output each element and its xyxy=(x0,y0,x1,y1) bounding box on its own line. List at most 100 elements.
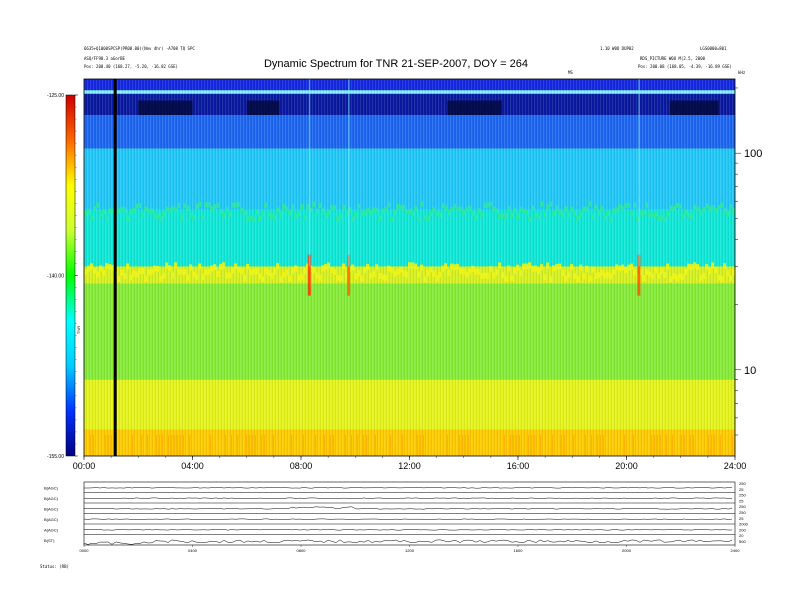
boundary-streak xyxy=(606,271,609,278)
header-right-line1b: LGS0000=801 xyxy=(700,46,727,51)
boundary-streak xyxy=(705,203,708,209)
low-freq-streak xyxy=(585,435,586,456)
boundary-streak xyxy=(708,267,711,274)
boundary-streak xyxy=(480,273,483,280)
boundary-streak xyxy=(171,205,174,211)
boundary-streak xyxy=(381,274,384,281)
boundary-streak xyxy=(240,268,243,275)
colorbar-tick-label-0: -125.00 xyxy=(47,93,64,99)
boundary-streak xyxy=(177,202,180,208)
boundary-streak xyxy=(453,203,456,209)
header-left-line1: 6635+Q1000SPCSP(PR08.00)(Nov 4hr) -A708 … xyxy=(84,46,195,51)
boundary-streak xyxy=(624,267,627,274)
boundary-streak xyxy=(729,204,732,210)
boundary-streak xyxy=(219,263,222,270)
boundary-streak xyxy=(306,204,309,210)
boundary-streak xyxy=(669,205,672,211)
low-freq-streak xyxy=(657,435,658,456)
boundary-streak xyxy=(723,208,726,214)
low-freq-streak xyxy=(711,435,712,456)
boundary-streak xyxy=(147,269,150,276)
boundary-streak xyxy=(570,206,573,212)
boundary-streak xyxy=(423,276,426,283)
lower-x-tick-label-0: 0000 xyxy=(80,548,90,553)
boundary-streak xyxy=(588,201,591,207)
boundary-streak xyxy=(255,268,258,275)
boundary-streak xyxy=(462,268,465,275)
low-freq-streak xyxy=(330,435,331,456)
boundary-streak xyxy=(690,214,693,220)
boundary-streak xyxy=(330,205,333,211)
boundary-streak xyxy=(378,272,381,279)
low-freq-streak xyxy=(237,435,238,456)
low-freq-streak xyxy=(162,435,163,456)
boundary-streak xyxy=(537,214,540,220)
boundary-streak xyxy=(399,205,402,211)
boundary-streak xyxy=(462,209,465,215)
boundary-streak xyxy=(147,208,150,214)
boundary-streak xyxy=(219,209,222,215)
low-freq-streak xyxy=(231,435,232,456)
boundary-streak xyxy=(399,266,402,273)
boundary-streak xyxy=(468,268,471,275)
boundary-streak xyxy=(108,263,111,270)
lower-right-tick-label-4: 250 xyxy=(739,504,746,509)
boundary-streak xyxy=(444,263,447,270)
boundary-streak xyxy=(321,207,324,213)
boundary-streak xyxy=(675,275,678,282)
boundary-streak xyxy=(309,207,312,213)
boundary-streak xyxy=(156,266,159,273)
low-freq-streak xyxy=(660,435,661,456)
low-freq-streak xyxy=(459,435,460,456)
boundary-streak xyxy=(315,272,318,279)
low-freq-streak xyxy=(684,435,685,456)
boundary-streak xyxy=(351,264,354,271)
boundary-streak xyxy=(387,265,390,272)
boundary-streak xyxy=(360,211,363,217)
boundary-streak xyxy=(540,201,543,207)
boundary-streak xyxy=(726,211,729,217)
boundary-streak xyxy=(192,271,195,278)
boundary-streak xyxy=(639,269,642,276)
boundary-streak xyxy=(372,207,375,213)
lower-trace-4 xyxy=(84,529,732,531)
boundary-streak xyxy=(141,268,144,275)
boundary-streak xyxy=(174,262,177,269)
low-freq-streak xyxy=(177,435,178,456)
low-freq-streak xyxy=(651,435,652,456)
boundary-streak xyxy=(489,201,492,207)
boundary-streak xyxy=(132,270,135,277)
boundary-streak xyxy=(702,272,705,279)
boundary-streak xyxy=(270,272,273,279)
boundary-streak xyxy=(246,263,249,270)
boundary-streak xyxy=(171,272,174,279)
boundary-streak xyxy=(84,269,87,276)
boundary-streak xyxy=(564,206,567,212)
boundary-streak xyxy=(183,203,186,209)
boundary-streak xyxy=(474,268,477,275)
boundary-streak xyxy=(183,268,186,275)
boundary-streak xyxy=(213,204,216,210)
boundary-streak xyxy=(714,207,717,213)
boundary-streak xyxy=(546,262,549,269)
boundary-streak xyxy=(522,263,525,270)
lower-panel: B(AGC) B(AGC) B(AGC) B(AGC) A(AGC) B(ST) 0000 0… xyxy=(44,481,749,553)
dark-patch-2 xyxy=(246,100,280,116)
low-freq-streak xyxy=(666,435,667,456)
low-freq-streak xyxy=(468,435,469,456)
boundary-streak xyxy=(504,275,507,282)
boundary-streak xyxy=(432,207,435,213)
boundary-streak xyxy=(318,274,321,281)
boundary-streak xyxy=(198,263,201,270)
boundary-streak xyxy=(297,274,300,281)
boundary-streak xyxy=(351,216,354,222)
boundary-streak xyxy=(168,265,171,272)
low-freq-streak xyxy=(714,435,715,456)
radio-burst-trace-0 xyxy=(308,79,311,267)
lower-right-tick-label-0: 250 xyxy=(739,481,746,486)
lower-right-tick-label-6: 25 xyxy=(739,516,744,521)
boundary-streak xyxy=(87,265,90,272)
boundary-streak xyxy=(603,214,606,220)
boundary-streak xyxy=(261,211,264,217)
boundary-streak xyxy=(651,273,654,280)
